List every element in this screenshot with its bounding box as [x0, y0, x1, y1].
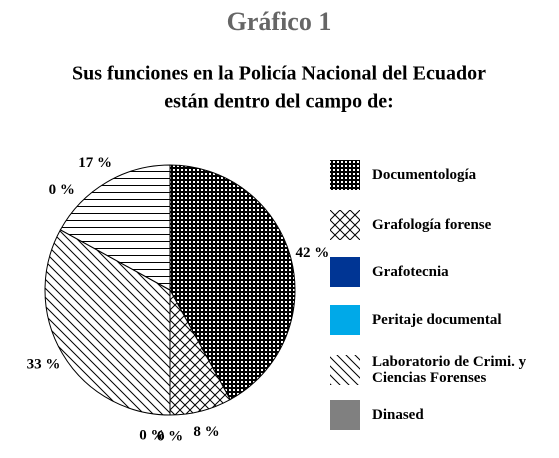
legend-swatch	[330, 355, 360, 385]
data-label: 17 %	[78, 155, 112, 171]
legend-swatch	[330, 160, 360, 190]
data-label: 42 %	[296, 245, 330, 261]
chart-subtitle: Sus funciones en la Policía Nacional del…	[72, 63, 486, 85]
legend-swatch	[330, 400, 360, 430]
legend-swatch	[330, 210, 360, 240]
legend-label: Dinased	[372, 407, 424, 423]
data-label: 8 %	[193, 424, 219, 440]
chart-subtitle: están dentro del campo de:	[164, 91, 394, 113]
data-label: 0 %	[157, 428, 183, 444]
legend-label: Grafología forense	[372, 217, 492, 233]
legend-label: Grafotecnia	[372, 264, 449, 280]
data-label: 0 %	[139, 427, 165, 443]
data-label: 33 %	[27, 356, 61, 372]
legend-label: Peritaje documental	[372, 312, 502, 328]
pie-slice	[59, 164, 171, 291]
chart-title: Gráfico 1	[227, 7, 332, 36]
pie-slice	[169, 164, 296, 401]
legend-swatch	[330, 305, 360, 335]
legend-swatch	[330, 257, 360, 287]
legend-label: Laboratorio de Crimi. y Ciencias Forense…	[372, 354, 527, 386]
legend-label: Documentología	[372, 167, 477, 183]
pie-slice	[44, 229, 171, 416]
data-label: 0 %	[49, 182, 75, 198]
